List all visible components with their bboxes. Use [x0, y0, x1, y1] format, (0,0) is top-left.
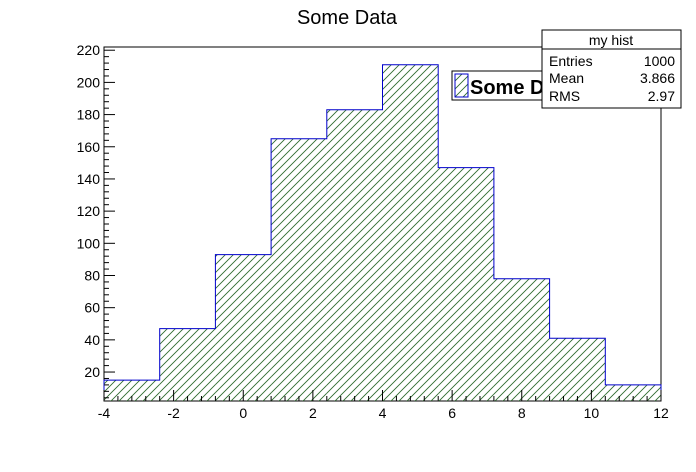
stats-box: my hist Entries 1000 Mean 3.866 RMS 2.97 [541, 29, 682, 109]
histogram-bar [549, 338, 606, 401]
x-tick-label: 2 [309, 405, 317, 421]
x-tick-label: -2 [167, 405, 180, 421]
histogram-bar [438, 167, 494, 401]
stats-entries-label: Entries [549, 53, 593, 69]
histogram-bar [326, 109, 383, 401]
stats-entries-value: 1000 [644, 53, 675, 69]
y-tick-label: 100 [77, 235, 101, 251]
y-tick-label: 140 [77, 171, 101, 187]
y-tick-label: 20 [84, 364, 100, 380]
y-tick-label: 160 [77, 139, 101, 155]
x-tick-label: 8 [518, 405, 526, 421]
stats-mean-label: Mean [549, 70, 584, 86]
histogram-bar [493, 278, 550, 401]
chart-title: Some Data [297, 7, 398, 29]
histogram-bar [271, 138, 327, 401]
histogram-bars [103, 64, 662, 401]
y-axis: 20 40 60 80 100 120 140 160 180 200 220 [77, 42, 115, 399]
y-tick-label: 40 [84, 332, 100, 348]
stats-rms-label: RMS [549, 88, 580, 104]
histogram-outline [103, 64, 662, 401]
histogram-bar [159, 328, 216, 401]
x-tick-label: 4 [379, 405, 387, 421]
stats-mean-value: 3.866 [640, 70, 675, 86]
y-tick-label: 200 [77, 74, 101, 90]
stats-box-frame [541, 29, 682, 109]
stats-rms-value: 2.97 [648, 88, 675, 104]
x-tick-label: 10 [584, 405, 600, 421]
y-tick-label: 180 [77, 107, 101, 123]
legend-swatch [454, 73, 469, 98]
x-tick-label: 6 [448, 405, 456, 421]
stats-box-title: my hist [589, 32, 633, 48]
x-axis: -4 -2 0 2 4 6 8 10 12 [98, 390, 669, 421]
y-tick-label: 120 [77, 203, 101, 219]
histogram-bar [382, 64, 439, 401]
histogram-bar [104, 380, 160, 401]
x-tick-label: -4 [98, 405, 111, 421]
x-tick-label: 0 [239, 405, 247, 421]
y-tick-label: 60 [84, 300, 100, 316]
x-tick-label: 12 [653, 405, 669, 421]
y-tick-label: 80 [84, 267, 100, 283]
histogram-bar [215, 254, 272, 401]
y-tick-label: 220 [77, 42, 101, 58]
